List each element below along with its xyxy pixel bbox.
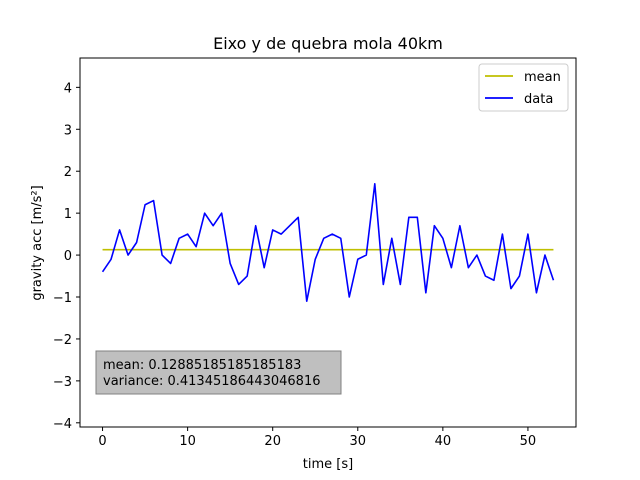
x-tick-label: 30 <box>350 434 367 449</box>
y-axis-label: gravity acc [m/s²] <box>30 185 45 300</box>
legend: mean data <box>478 63 569 112</box>
y-tick-label: 4 <box>64 81 72 96</box>
x-tick-label: 40 <box>435 434 452 449</box>
y-tick-label: −3 <box>53 375 72 390</box>
stats-box: mean: 0.12885185185185183 variance: 0.41… <box>95 350 342 395</box>
stats-mean-text: mean: 0.12885185185185183 <box>103 358 301 373</box>
y-tick-label: 3 <box>64 123 72 138</box>
legend-label-mean: mean <box>524 70 561 85</box>
y-tick-label: −4 <box>53 417 72 432</box>
axes-frame <box>79 57 577 428</box>
chart-title: Eixo y de quebra mola 40km <box>213 34 443 53</box>
y-tick-label: −2 <box>53 333 72 348</box>
y-tick-label: 1 <box>64 207 72 222</box>
stats-box-frame <box>95 350 342 395</box>
x-tick-label: 0 <box>98 434 106 449</box>
y-axis: −4 −3 −2 −1 0 1 2 3 4 <box>53 81 80 432</box>
y-tick-label: 2 <box>64 165 72 180</box>
x-tick-label: 20 <box>264 434 281 449</box>
y-tick-label: 0 <box>64 249 72 264</box>
legend-label-data: data <box>524 92 553 107</box>
x-axis-label: time [s] <box>303 457 353 472</box>
x-axis: 0 10 20 30 40 50 <box>98 427 536 449</box>
stats-variance-text: variance: 0.41345186443046816 <box>103 374 321 389</box>
y-tick-label: −1 <box>53 291 72 306</box>
x-tick-label: 10 <box>179 434 196 449</box>
x-tick-label: 50 <box>520 434 537 449</box>
series-line-data <box>101 183 555 303</box>
